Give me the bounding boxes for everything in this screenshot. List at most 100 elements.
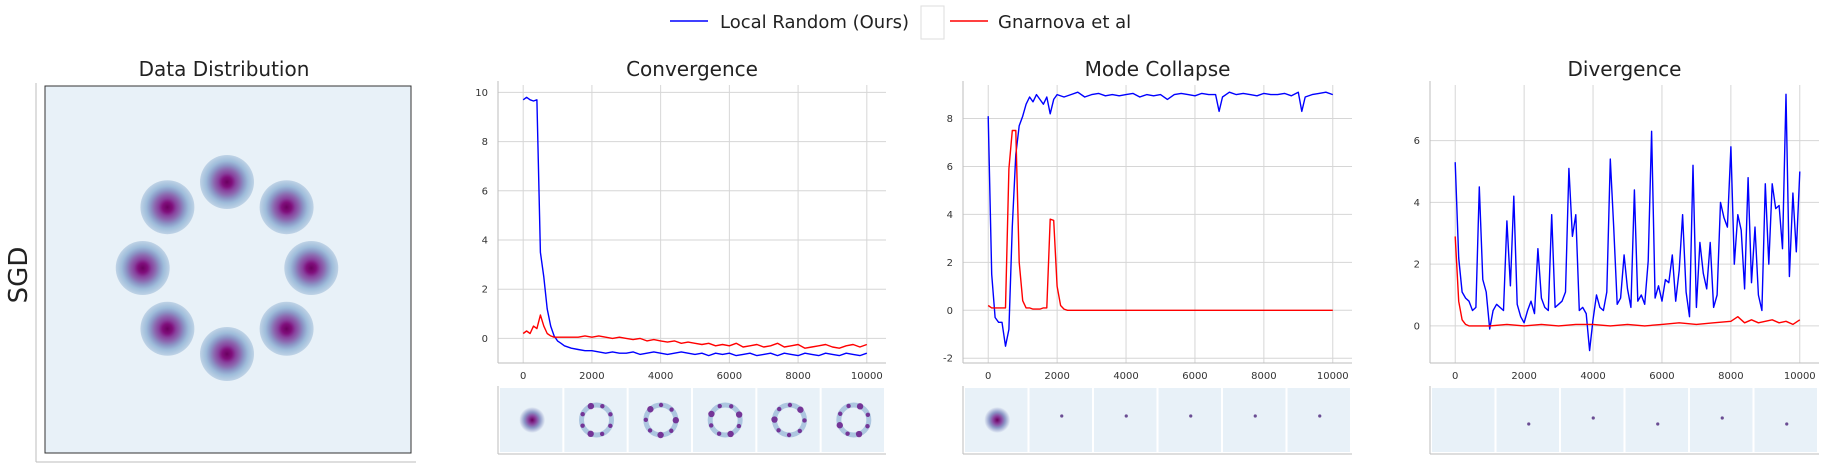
snapshot-mode [855, 430, 863, 438]
snapshot-mode [797, 428, 802, 434]
snapshot-dot [1124, 414, 1128, 418]
snapshot-ring [707, 402, 743, 438]
snapshot-mode [771, 416, 778, 423]
snapshot-cell [1625, 388, 1688, 452]
x-tick-label: 0 [1452, 371, 1458, 382]
y-tick-label: 0 [947, 306, 953, 317]
snapshot-cell [1094, 388, 1157, 452]
data-distribution-panel: Data Distribution [35, 57, 416, 463]
y-tick-label: 8 [947, 114, 953, 125]
mode-collapse-snapshots [962, 386, 1352, 455]
snapshot-mode [643, 417, 649, 422]
snapshot-mode [727, 430, 734, 438]
snapshot-dot [1591, 416, 1595, 420]
x-tick-label: 2000 [1511, 371, 1536, 382]
snapshot-dot [1318, 414, 1322, 418]
row-label: SGD [4, 247, 34, 304]
x-tick-label: 4000 [648, 371, 673, 382]
snapshot-mode [845, 431, 850, 436]
x-tick-label: 4000 [1113, 371, 1138, 382]
snapshot-mode [657, 431, 664, 439]
gaussian-mode [259, 301, 314, 356]
snapshot-mode [865, 412, 871, 417]
x-tick-label: 4000 [1580, 371, 1605, 382]
snapshot-mode [608, 412, 613, 417]
snapshot-mode [797, 406, 804, 413]
x-tick-label: 8000 [1251, 371, 1276, 382]
y-tick-label: 4 [482, 235, 488, 246]
series-line-gnarnova-et-al [987, 129, 1333, 311]
snapshot-blob [984, 407, 1011, 433]
x-tick-label: 2000 [579, 371, 604, 382]
series-line-local-random-ours [1454, 93, 1801, 352]
snapshot-dot [1720, 416, 1724, 420]
gaussian-mode [200, 155, 254, 209]
snapshot-mode [865, 424, 870, 429]
snapshot-mode [580, 411, 585, 417]
snapshot-mode [658, 402, 664, 408]
y-tick-label: 4 [1414, 198, 1420, 209]
gaussian-mode [259, 180, 314, 235]
y-tick-label: 6 [1414, 136, 1420, 147]
x-tick-label: 6000 [1649, 371, 1674, 382]
snapshot-mode [647, 406, 654, 413]
snapshot-cell [821, 388, 884, 452]
x-tick-label: 10000 [1784, 371, 1816, 382]
convergence-title: Convergence [626, 57, 758, 81]
gaussian-mode [140, 180, 195, 235]
convergence-chart: Convergence 0 2000 4000 6000 8000 10000 0 2 4 6 8 10 [475, 57, 886, 455]
snapshot-cell [1287, 388, 1350, 452]
snapshot-mode [600, 403, 605, 409]
y-tick-label: 10 [475, 88, 488, 99]
divergence-snapshots [1429, 386, 1819, 455]
snapshot-mode [587, 402, 595, 410]
gaussian-mode [140, 301, 195, 356]
series-line-gnarnova-et-al [1454, 236, 1801, 327]
y-tick-label: 4 [947, 210, 953, 221]
snapshot-dot [1785, 422, 1789, 426]
snapshot-mode [669, 428, 674, 433]
snapshot-mode [729, 404, 734, 409]
y-tick-label: 2 [482, 285, 488, 296]
snapshot-mode [599, 431, 605, 437]
snapshot-mode [587, 430, 594, 438]
gaussian-mode [200, 327, 254, 381]
snapshot-mode [777, 406, 782, 412]
series-line-local-random-ours [522, 96, 868, 357]
snapshot-mode [837, 411, 843, 416]
snapshot-dot [1253, 414, 1257, 418]
mode-collapse-title: Mode Collapse [1085, 57, 1231, 81]
x-tick-label: 0 [985, 371, 991, 382]
snapshot-cell [1158, 388, 1221, 452]
snapshot-mode [786, 432, 792, 438]
x-tick-label: 6000 [1182, 371, 1207, 382]
legend-label-ours: Local Random (Ours) [720, 12, 909, 33]
snapshot-mode [776, 428, 781, 433]
gaussian-mode [115, 241, 170, 295]
snapshot-mode [735, 411, 743, 418]
x-tick-label: 0 [520, 371, 526, 382]
data-distribution-canvas [44, 85, 412, 454]
x-tick-label: 8000 [785, 371, 810, 382]
divergence-chart: Divergence 0 2000 4000 6000 8000 10000 0 2 4 6 [1414, 57, 1819, 455]
mode-collapse-chart: Mode Collapse 0 2000 4000 6000 8000 10000 -2 0 2 4… [943, 57, 1352, 455]
snapshot-cell [1223, 388, 1286, 452]
series-line-gnarnova-et-al [522, 314, 868, 349]
snapshot-mode [647, 428, 653, 433]
snapshot-mode [708, 410, 715, 418]
divergence-title: Divergence [1568, 57, 1682, 81]
snapshot-cell [1754, 388, 1817, 452]
snapshot-mode [846, 403, 851, 409]
snapshot-dot [1060, 414, 1064, 418]
snapshot-mode [836, 422, 843, 429]
snapshot-ring [579, 402, 614, 438]
snapshot-blob [519, 407, 546, 433]
snapshot-mode [736, 423, 742, 429]
x-tick-label: 10000 [851, 371, 883, 382]
y-tick-label: 0 [1414, 321, 1420, 332]
y-tick-label: 6 [482, 186, 488, 197]
snapshot-mode [672, 417, 680, 424]
y-tick-label: 0 [482, 334, 488, 345]
y-tick-label: -2 [943, 354, 953, 365]
